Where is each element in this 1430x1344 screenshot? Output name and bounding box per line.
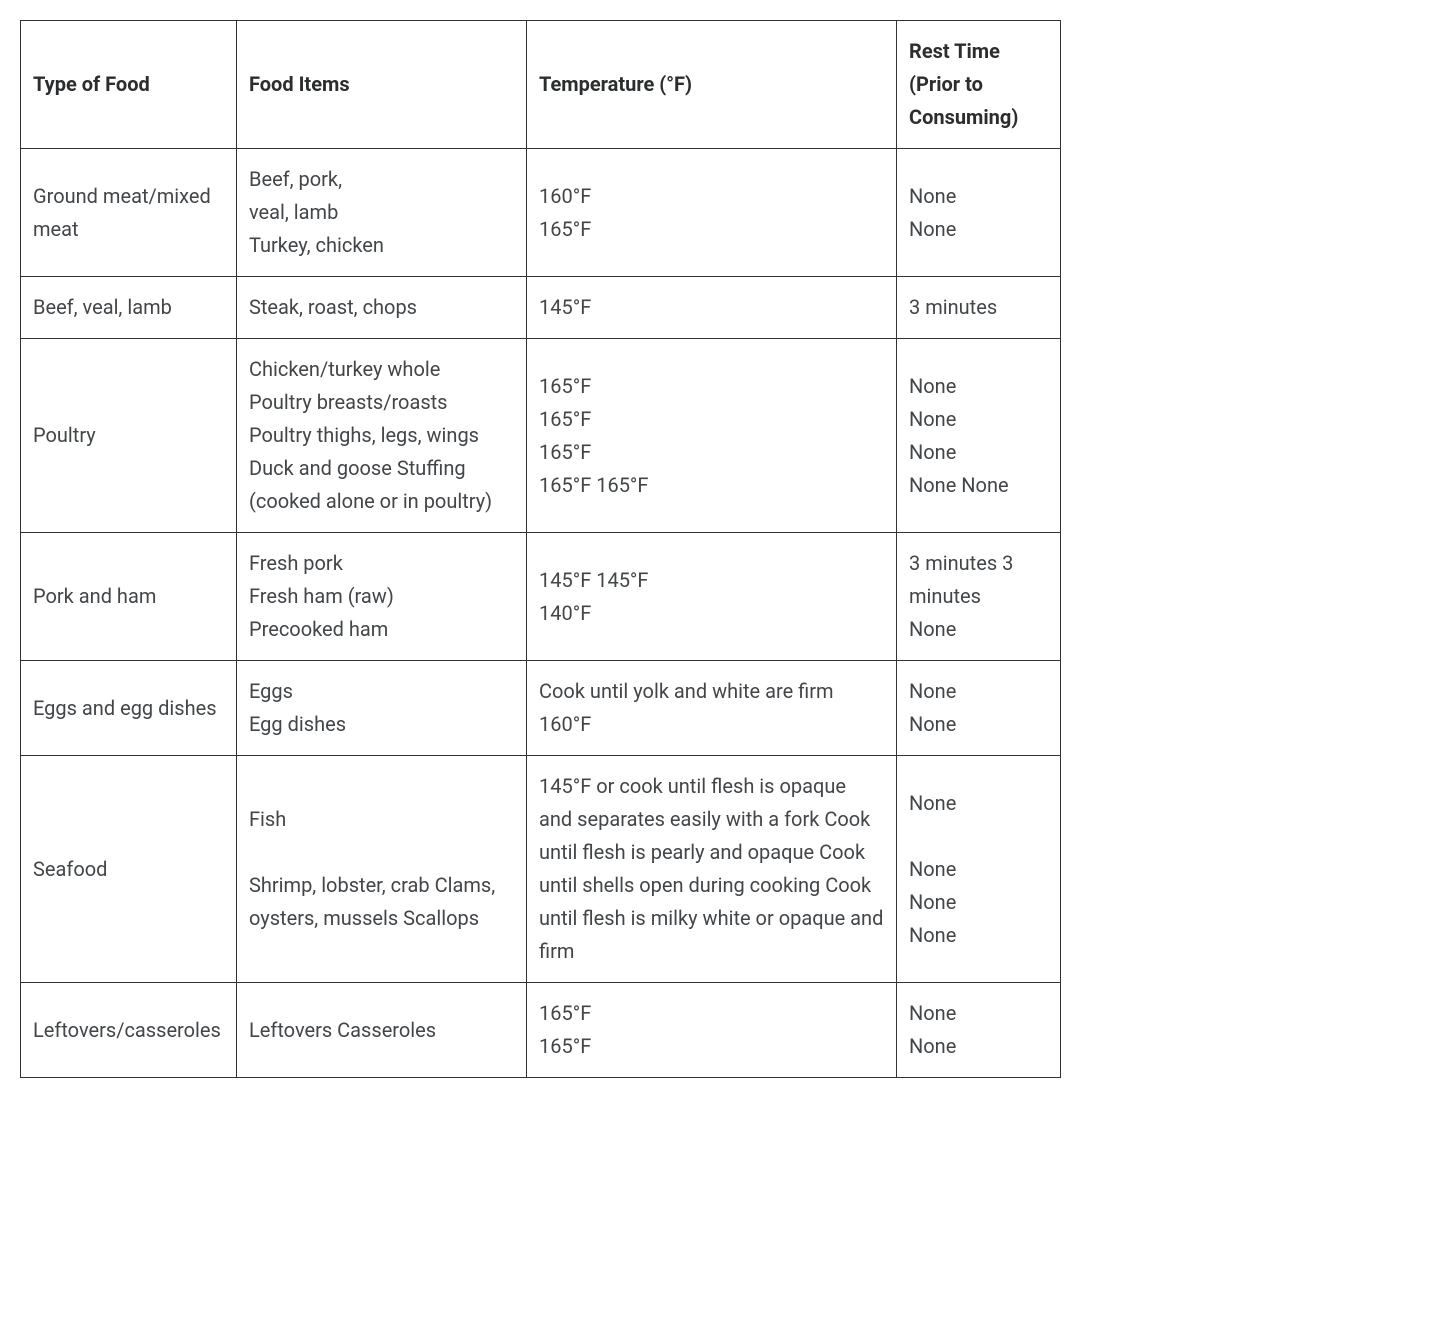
cell-rest-time: NoneNone (897, 149, 1061, 277)
food-temperature-table: Type of Food Food Items Temperature (°F)… (20, 20, 1061, 1078)
cell-type-of-food: Leftovers/casseroles (21, 983, 237, 1078)
cell-rest-time: NoneNoneNoneNone (897, 756, 1061, 983)
table-row: SeafoodFishShrimp, lobster, crab Clams, … (21, 756, 1061, 983)
cell-type-of-food: Seafood (21, 756, 237, 983)
cell-food-items: Chicken/turkey wholePoultry breasts/roas… (237, 339, 527, 533)
table-row: Pork and hamFresh porkFresh ham (raw)Pre… (21, 533, 1061, 661)
cell-type-of-food: Eggs and egg dishes (21, 661, 237, 756)
cell-rest-time: 3 minutes (897, 277, 1061, 339)
cell-food-items: Fresh porkFresh ham (raw)Precooked ham (237, 533, 527, 661)
table-header-row: Type of Food Food Items Temperature (°F)… (21, 21, 1061, 149)
cell-food-items: Leftovers Casseroles (237, 983, 527, 1078)
cell-temperature: 145°F or cook until flesh is opaque and … (527, 756, 897, 983)
cell-rest-time: 3 minutes 3 minutesNone (897, 533, 1061, 661)
cell-temperature: Cook until yolk and white are firm160°F (527, 661, 897, 756)
cell-rest-time: NoneNone (897, 983, 1061, 1078)
cell-temperature: 160°F165°F (527, 149, 897, 277)
cell-rest-time: NoneNone (897, 661, 1061, 756)
header-temperature: Temperature (°F) (527, 21, 897, 149)
cell-rest-time: NoneNoneNoneNone None (897, 339, 1061, 533)
cell-temperature: 145°F 145°F140°F (527, 533, 897, 661)
cell-food-items: FishShrimp, lobster, crab Clams, oysters… (237, 756, 527, 983)
header-rest-time: Rest Time (Prior to Consuming) (897, 21, 1061, 149)
table-row: Eggs and egg dishesEggsEgg dishesCook un… (21, 661, 1061, 756)
header-type-of-food: Type of Food (21, 21, 237, 149)
table-row: Ground meat/mixed meatBeef, pork,veal, l… (21, 149, 1061, 277)
header-food-items: Food Items (237, 21, 527, 149)
cell-type-of-food: Poultry (21, 339, 237, 533)
cell-food-items: Steak, roast, chops (237, 277, 527, 339)
table-row: Leftovers/casserolesLeftovers Casseroles… (21, 983, 1061, 1078)
table-row: Beef, veal, lambSteak, roast, chops145°F… (21, 277, 1061, 339)
cell-food-items: EggsEgg dishes (237, 661, 527, 756)
cell-type-of-food: Ground meat/mixed meat (21, 149, 237, 277)
cell-temperature: 145°F (527, 277, 897, 339)
table-row: PoultryChicken/turkey wholePoultry breas… (21, 339, 1061, 533)
cell-temperature: 165°F165°F (527, 983, 897, 1078)
table-body: Ground meat/mixed meatBeef, pork,veal, l… (21, 149, 1061, 1078)
cell-type-of-food: Pork and ham (21, 533, 237, 661)
cell-temperature: 165°F165°F165°F165°F 165°F (527, 339, 897, 533)
cell-type-of-food: Beef, veal, lamb (21, 277, 237, 339)
cell-food-items: Beef, pork,veal, lambTurkey, chicken (237, 149, 527, 277)
